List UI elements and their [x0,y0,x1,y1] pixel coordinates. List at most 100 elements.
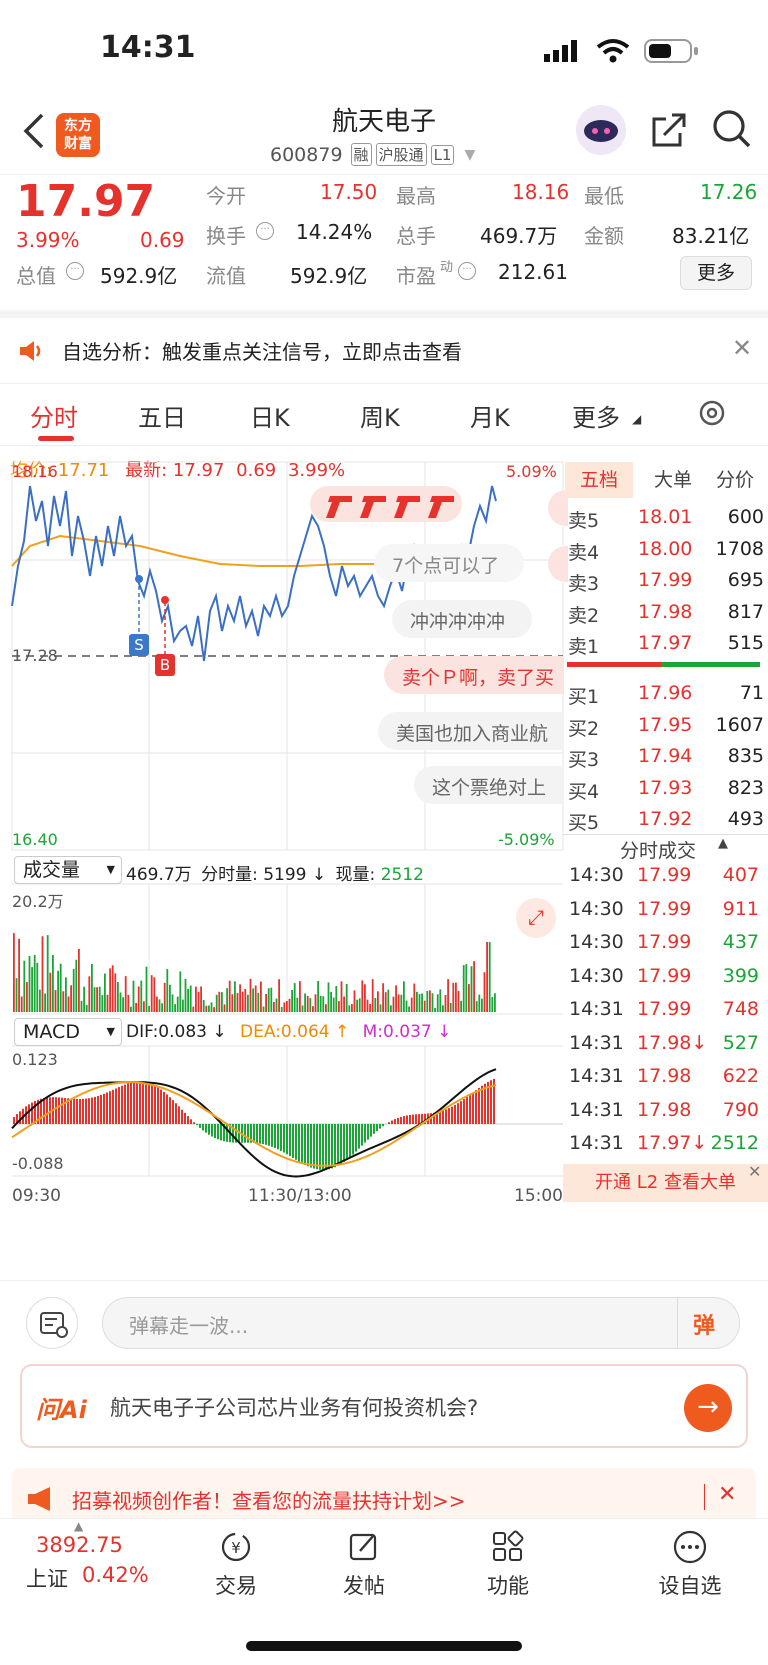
volume-bar [260,981,262,1012]
ask-label: 卖2 [568,604,600,627]
index-value[interactable]: 3892.75 [36,1533,123,1557]
volume-bar [213,1007,215,1012]
ask-row[interactable]: 卖1 17.97 515 [568,628,768,661]
macd-bar [181,1109,183,1124]
volume-bar [299,981,301,1012]
orderbook-tab-level5[interactable]: 五档 [565,462,633,498]
ai-question-card[interactable]: 问Ai 航天电子子公司芯片业务有何投资机会? → [20,1364,748,1448]
bid-label: 买5 [568,812,600,834]
macd-bar [61,1097,63,1124]
macd-bar [433,1112,435,1124]
volume-min-label: 分时量: [201,865,258,885]
macd-bar [478,1087,480,1124]
macd-bar [184,1112,186,1124]
volume-bar [28,955,31,1012]
ask-row[interactable]: 卖5 18.01 600 [568,502,768,535]
orderbook-tab-bigorder[interactable]: 大单 [653,469,692,491]
chevron-down-icon[interactable]: ▼ [464,146,476,163]
volume-bar [444,995,447,1012]
tab-weekly[interactable]: 周K [360,404,400,432]
share-icon[interactable] [650,111,688,153]
close-icon[interactable]: ✕ [718,1482,737,1507]
open-l2-button[interactable]: 开通 L2 查看大单 [563,1164,768,1202]
close-icon[interactable]: ✕ [732,334,753,362]
chart-svg[interactable] [0,446,768,1276]
volume-bar [59,963,62,1012]
macd-bar [304,1124,306,1165]
sell-marker[interactable]: S [129,634,149,656]
nav-functions[interactable]: 功能 [448,1529,568,1600]
more-button[interactable]: 更多 [680,256,752,290]
index-name[interactable]: 上证 [26,1567,68,1591]
volume-bar [158,999,161,1012]
volume-bar [374,997,377,1012]
volume-bar [140,980,143,1012]
ask-row[interactable]: 卖4 18.00 1708 [568,534,768,567]
info-icon[interactable]: ··· [458,262,476,280]
nav-add-watchlist[interactable]: 设自选 [630,1529,750,1600]
assistant-avatar-icon[interactable] [576,105,626,155]
ai-logo: 问Ai [36,1396,87,1424]
trade-row: 14:31 17.98 622 [565,1061,765,1097]
danmaku-input[interactable]: 弹幕走一波... 弹 [102,1297,740,1349]
expand-icon[interactable]: ⤢ [516,898,556,938]
volume-bar [176,996,179,1012]
chevron-up-icon[interactable]: ▲ [718,836,728,851]
search-icon[interactable] [712,109,752,153]
danmaku-list-icon[interactable] [26,1297,78,1349]
bid-row[interactable]: 买4 17.93 823 [568,773,768,806]
danmaku-bubble-partial [548,490,568,526]
macd-bar [100,1094,102,1124]
macd-bar [97,1095,99,1124]
ask-label: 卖1 [568,636,600,658]
macd-bars [13,1078,495,1170]
ask-label: 卖5 [568,510,600,532]
macd-bar [91,1097,93,1124]
bid-row[interactable]: 买2 17.95 1607 [568,710,768,743]
trade-row: 14:31 17.98↓ 527 [565,1028,765,1064]
macd-info: DIF:0.083 ↓ DEA:0.064 ↑ M:0.037 ↓ [126,1022,451,1042]
tab-more[interactable]: 更多 [572,404,620,432]
volume-bar [57,970,59,1012]
gear-icon[interactable] [697,398,727,432]
macd-bar [463,1099,465,1124]
buy-marker[interactable]: B [155,654,175,676]
analysis-notice[interactable]: 自选分析：触发重点关注信号，立即点击查看 ✕ [0,318,768,384]
macd-bar [178,1106,180,1124]
macd-bar [397,1117,399,1124]
danmaku-send-button[interactable]: 弹 [693,1314,716,1339]
macd-bar [28,1104,30,1124]
volume-bar [33,954,36,1012]
info-icon[interactable]: ··· [256,222,274,240]
ask-row[interactable]: 卖3 17.99 695 [568,565,768,598]
macd-bar [217,1124,219,1140]
macd-bar [223,1124,225,1142]
index-pct[interactable]: 0.42% [82,1563,149,1587]
arrow-right-icon[interactable]: → [684,1384,732,1432]
bid-row[interactable]: 买1 17.96 71 [568,678,768,711]
trade-price: 17.98 [637,1065,692,1087]
stock-header: 东方 财富 航天电子 600879 融 沪股通 L1 ▼ [0,95,768,175]
tab-intraday[interactable]: 分时 [30,404,78,432]
volume-selector[interactable]: 成交量 ▼ [14,856,122,884]
nav-trade[interactable]: ¥ 交易 [176,1529,296,1600]
tab-daily[interactable]: 日K [250,404,290,432]
info-icon[interactable]: ··· [66,262,84,280]
macd-bar [124,1084,126,1124]
tab-5day[interactable]: 五日 [138,404,186,432]
ask-row[interactable]: 卖2 17.98 817 [568,597,768,630]
indicator-selector[interactable]: MACD ▼ [14,1018,122,1046]
nav-post[interactable]: 发帖 [304,1529,424,1600]
macd-bar [490,1080,492,1124]
volume-bar [364,984,366,1012]
volume-bar [327,982,330,1012]
close-icon[interactable]: ✕ [748,1162,762,1181]
back-icon[interactable] [22,113,46,153]
bid-row[interactable]: 买5 17.92 493 [568,804,768,837]
volume-bar [330,991,332,1012]
orderbook-tab-pricedist[interactable]: 分价 [715,469,754,491]
tab-monthly[interactable]: 月K [470,404,510,432]
trade-time: 14:30 [569,864,624,886]
bid-row[interactable]: 买3 17.94 835 [568,741,768,774]
divider [704,1484,705,1510]
